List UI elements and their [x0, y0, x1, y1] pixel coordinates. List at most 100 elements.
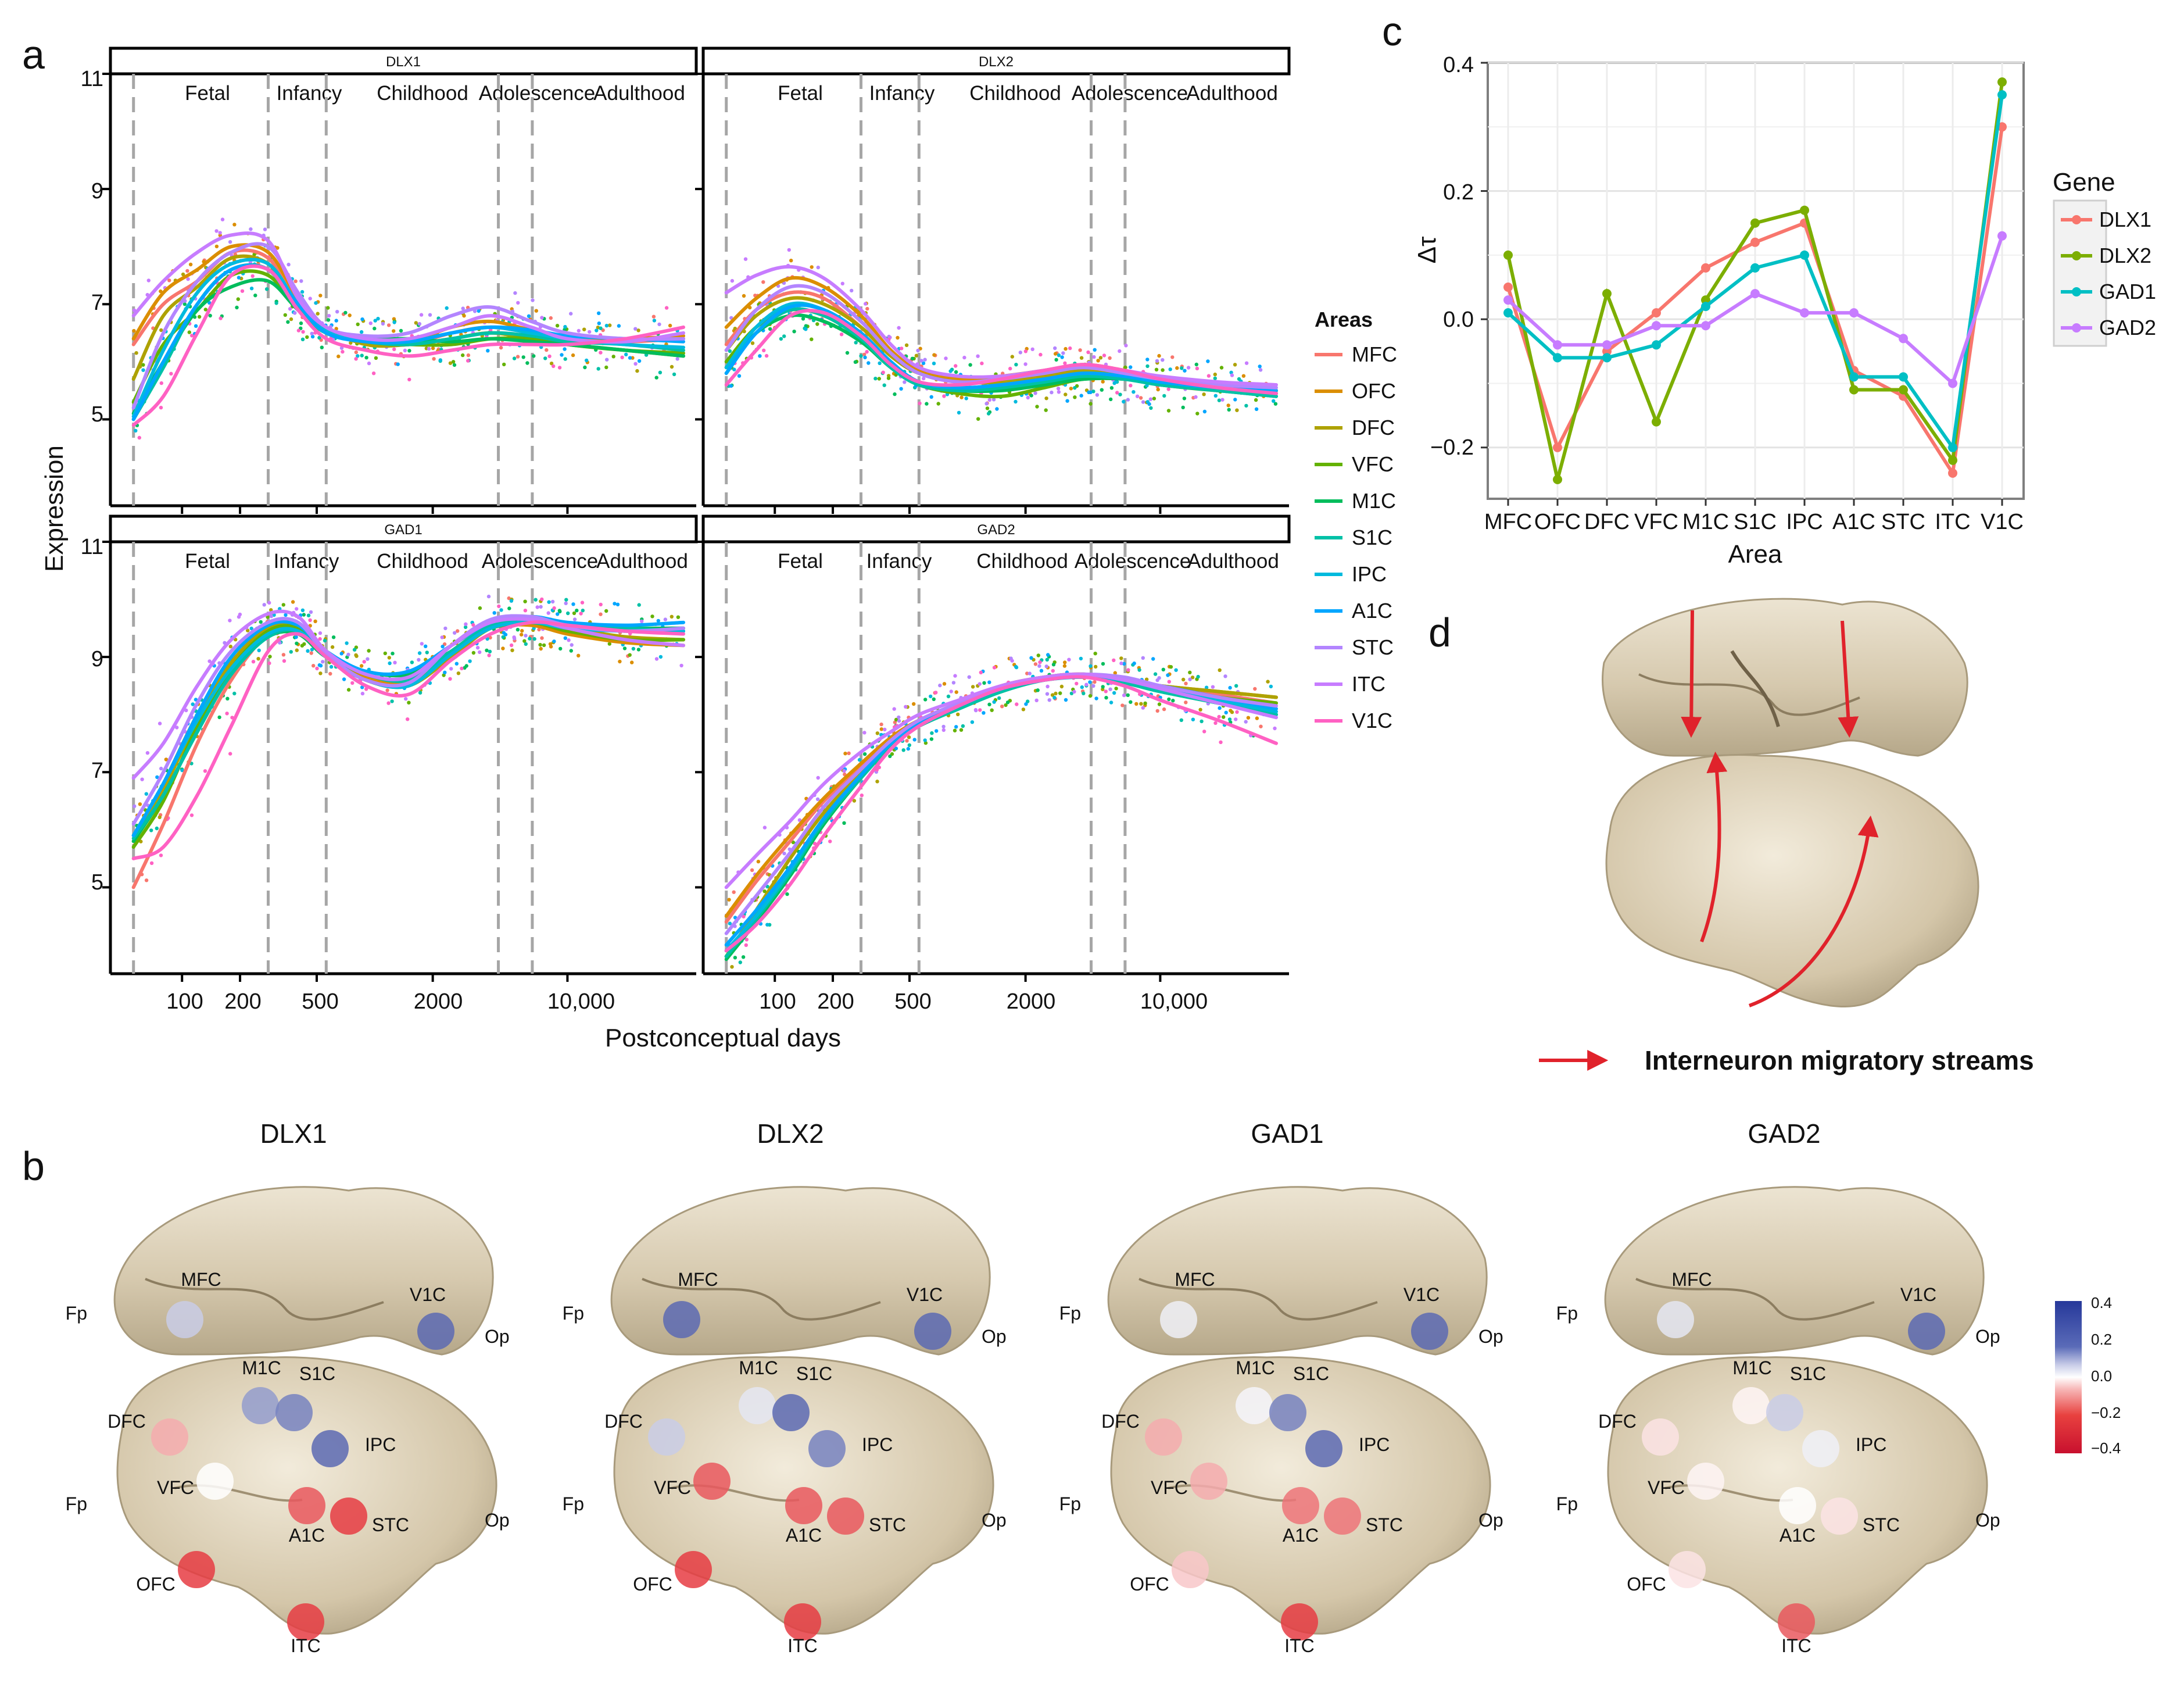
sample-point — [499, 345, 503, 350]
sample-point — [460, 666, 464, 671]
sample-point — [471, 623, 475, 627]
brain-sulcus — [174, 1484, 303, 1502]
legend-label-a1c: A1C — [1352, 599, 1392, 623]
sample-point — [1126, 398, 1130, 402]
sample-point — [847, 751, 851, 756]
area-marker-ofc — [675, 1551, 712, 1588]
sample-point — [1033, 391, 1037, 395]
sample-point — [424, 644, 428, 649]
sample-point — [1233, 363, 1237, 367]
sample-point — [499, 608, 503, 612]
sample-point — [597, 311, 601, 315]
sample-point — [1204, 685, 1209, 689]
region-label-op: Op — [1975, 1510, 2000, 1531]
sample-point — [1161, 667, 1166, 672]
sample-point — [624, 352, 628, 356]
sample-point — [1109, 397, 1113, 402]
sample-point — [140, 777, 144, 781]
brain-map-body: Fp MFC V1C Op M1C S1C DFC IPC VFC Fp Op A1C STC OFC IT… — [1556, 1186, 2000, 1656]
brain-sulcus — [145, 1278, 384, 1321]
sample-point — [1052, 696, 1057, 700]
sample-point — [1206, 374, 1211, 378]
sample-point — [1157, 353, 1161, 358]
sample-point — [293, 311, 297, 315]
sample-point — [540, 316, 544, 320]
region-label-op: Op — [982, 1510, 1007, 1531]
facet-plot-area — [695, 541, 1289, 982]
sample-point — [1037, 664, 1041, 668]
sample-point — [1147, 402, 1151, 406]
sample-point — [1064, 346, 1068, 351]
sample-point — [320, 345, 324, 349]
sample-point — [448, 361, 453, 365]
sample-point — [987, 702, 991, 707]
sample-point — [399, 328, 403, 333]
sample-point — [633, 362, 638, 366]
sample-point — [316, 312, 320, 316]
sample-point — [865, 350, 869, 354]
sample-point — [300, 337, 305, 341]
sample-point — [225, 696, 230, 701]
sample-point — [935, 729, 939, 733]
sample-point — [1191, 717, 1195, 721]
sample-point — [407, 377, 411, 382]
sample-point — [228, 619, 232, 623]
c-point — [1750, 237, 1760, 247]
sample-point — [249, 287, 254, 291]
sample-point — [268, 655, 272, 659]
stage-childhood: Childhood — [377, 82, 468, 105]
sample-point — [1053, 346, 1057, 351]
sample-point — [1101, 685, 1105, 689]
sample-point — [828, 839, 832, 844]
sample-point — [543, 356, 547, 360]
sample-point — [1089, 664, 1093, 669]
sample-point — [633, 327, 638, 331]
area-marker-s1c — [1269, 1394, 1306, 1431]
c-point — [1602, 353, 1612, 363]
sample-point — [1195, 412, 1200, 416]
sample-point — [664, 306, 669, 310]
sample-point — [727, 898, 731, 902]
sample-point — [463, 625, 468, 630]
brain-map-body: Fp MFC V1C Op M1C S1C DFC IPC VFC Fp Op A1C STC OFC IT… — [1059, 1186, 1503, 1656]
sample-point — [1230, 710, 1234, 714]
c-point — [1652, 417, 1661, 427]
c-point — [1553, 353, 1562, 363]
sample-point — [1091, 684, 1095, 688]
sample-point — [157, 721, 162, 725]
sample-point — [563, 357, 567, 361]
xtick-label: 100 — [166, 989, 203, 1014]
sample-point — [489, 328, 493, 332]
sample-point — [334, 319, 338, 323]
sample-point — [877, 377, 882, 381]
sample-point — [892, 707, 896, 711]
sample-point — [1213, 721, 1218, 725]
region-label-itc: ITC — [1781, 1635, 1811, 1656]
sample-point — [1174, 668, 1178, 672]
region-label-dfc: DFC — [1101, 1411, 1140, 1432]
stage-childhood: Childhood — [969, 82, 1061, 105]
sample-point — [879, 722, 883, 727]
sample-point — [732, 367, 736, 371]
c-point — [1652, 308, 1661, 318]
gene-legend-dot — [2072, 251, 2081, 260]
sample-point — [381, 321, 385, 326]
sample-point — [1258, 364, 1262, 369]
sample-point — [1100, 388, 1104, 392]
c-point — [1997, 90, 2007, 100]
sample-point — [159, 406, 163, 410]
sample-point — [1005, 700, 1010, 705]
sample-point — [157, 815, 162, 820]
region-label-fp: Fp — [66, 1493, 87, 1514]
sample-point — [1101, 662, 1105, 666]
area-marker-a1c — [785, 1487, 822, 1524]
sample-point — [1141, 706, 1145, 710]
sample-point — [417, 651, 422, 655]
sample-point — [1126, 693, 1130, 698]
sample-point — [1000, 705, 1004, 709]
brain-map-title: DLX2 — [757, 1118, 824, 1149]
c-point — [1997, 77, 2007, 87]
sample-point — [563, 325, 567, 329]
sample-point — [596, 367, 600, 371]
